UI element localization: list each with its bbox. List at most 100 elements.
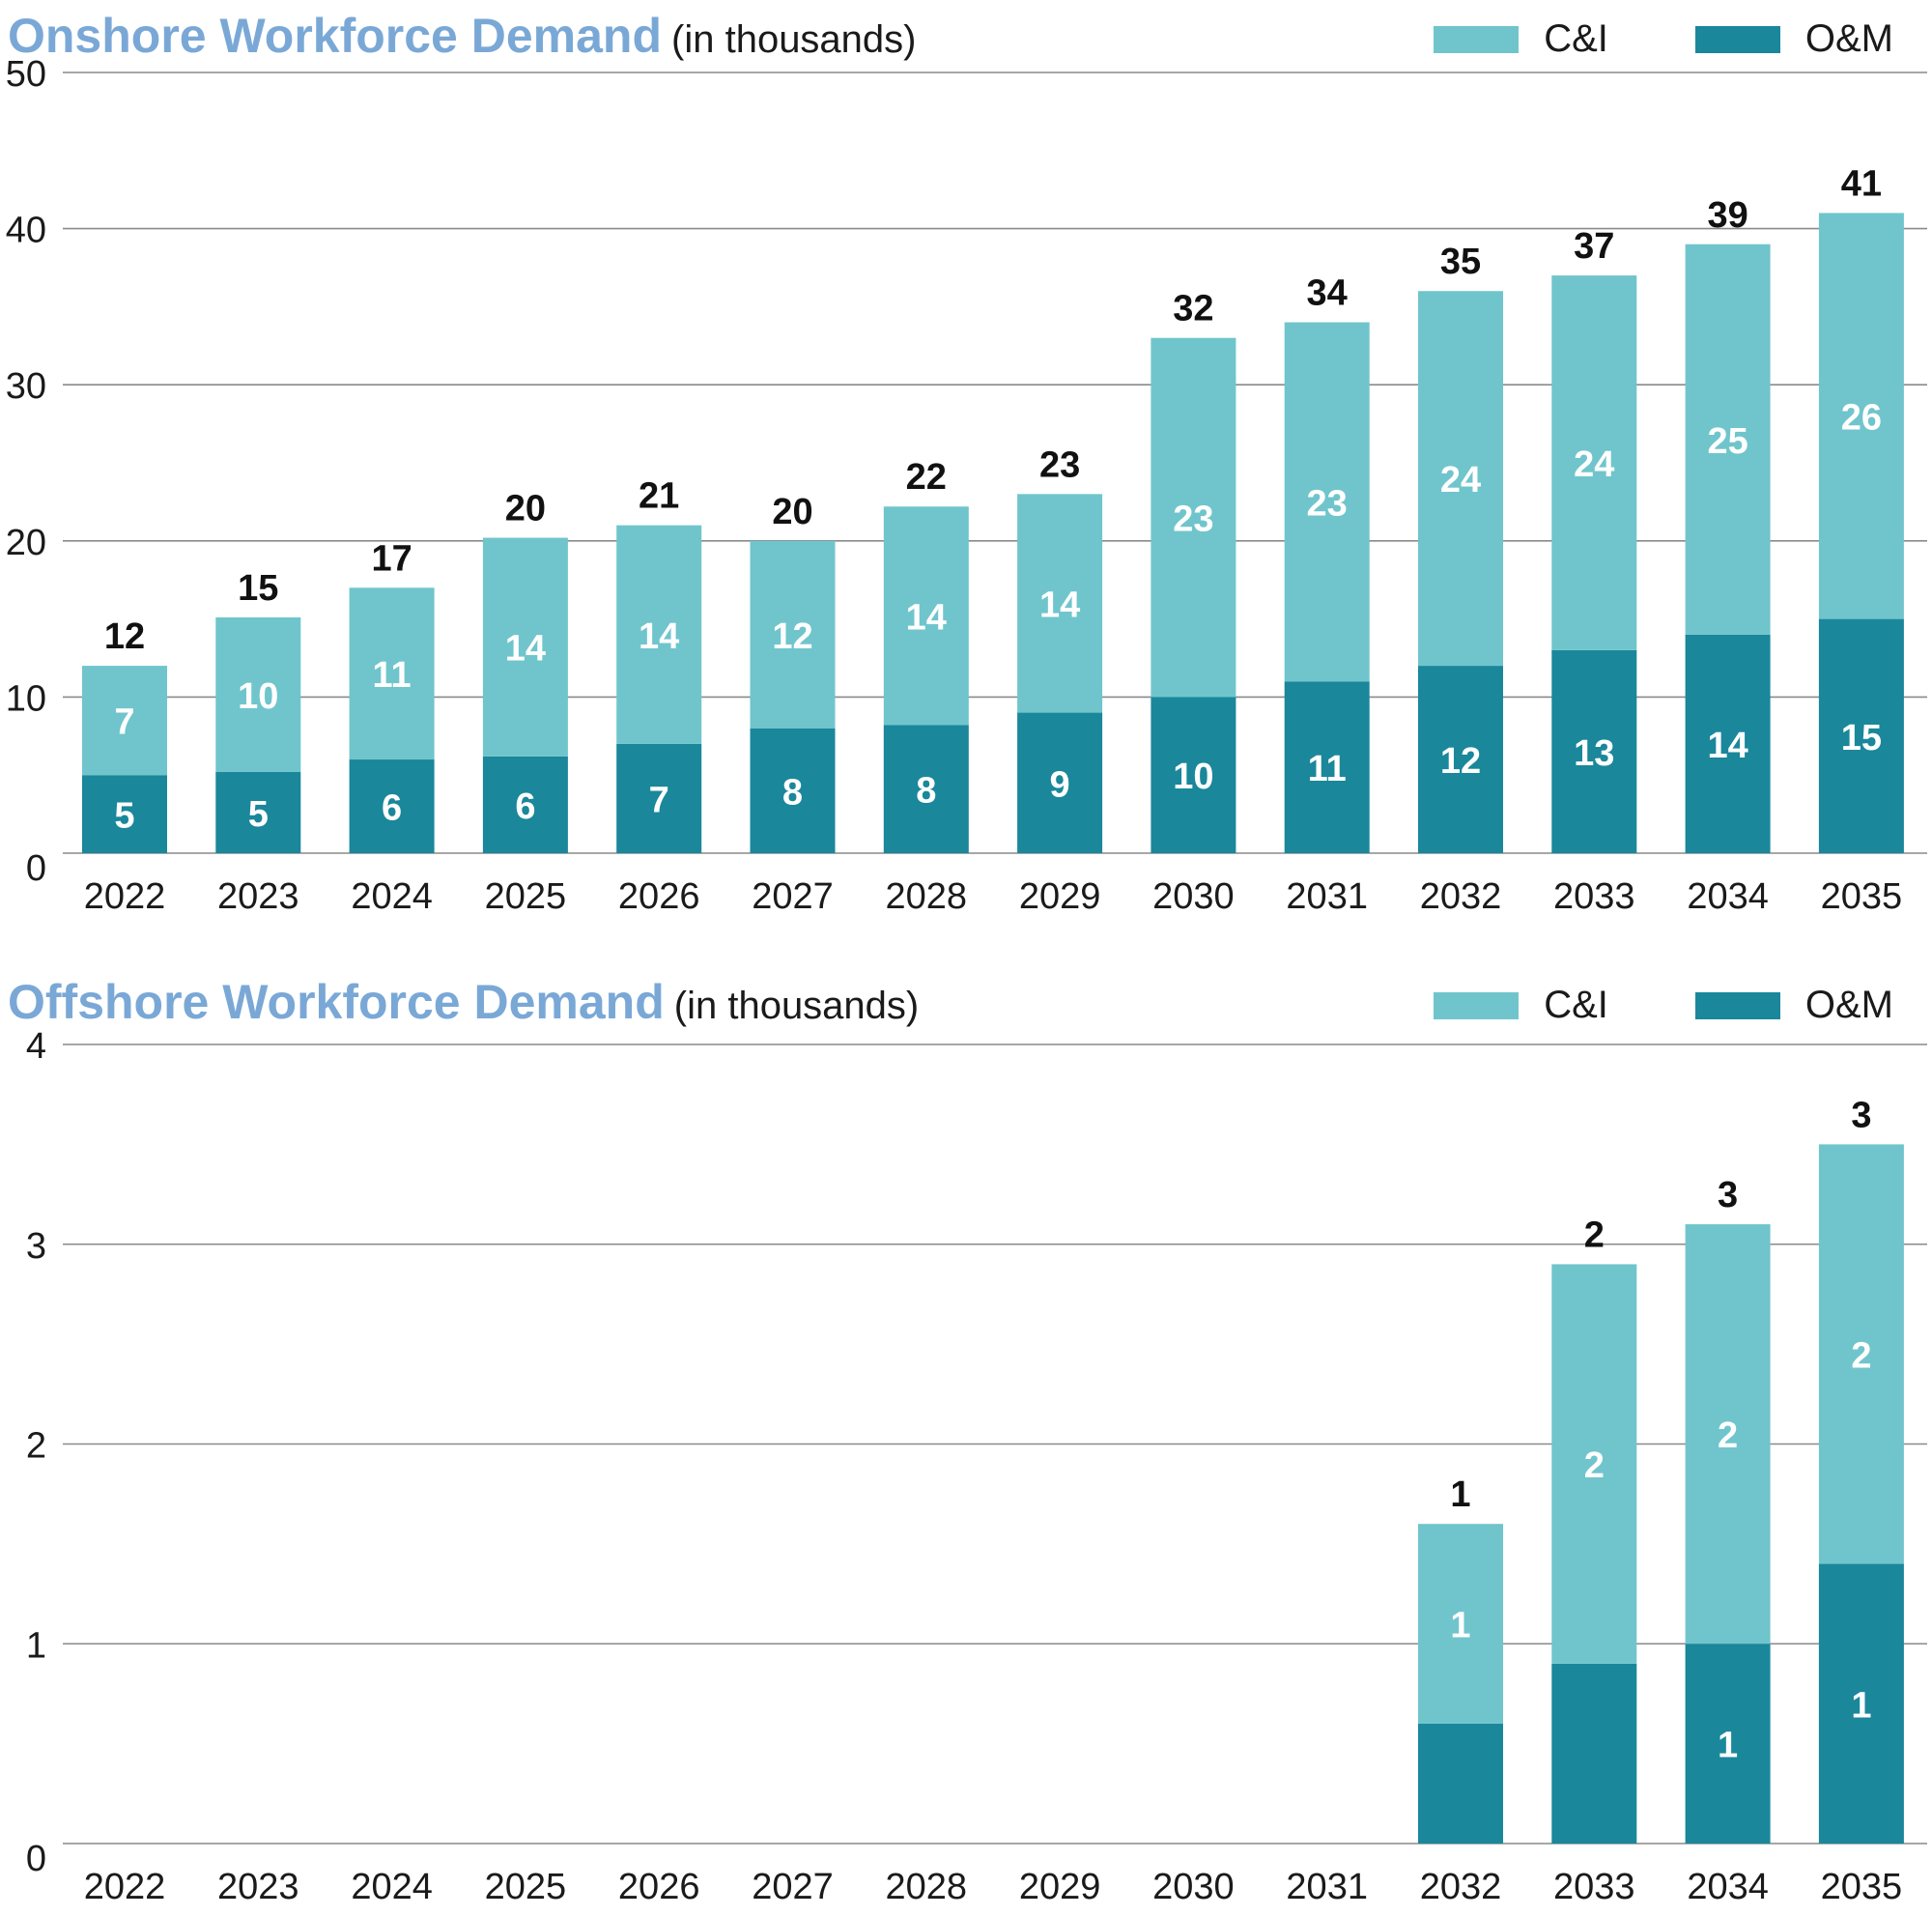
onshore-title-line: Onshore Workforce Demand (in thousands) xyxy=(8,8,917,64)
onshore-label-ci-2032: 24 xyxy=(1440,460,1481,500)
onshore-label-ci-2023: 10 xyxy=(238,676,278,717)
onshore-x-tick-label: 2025 xyxy=(485,876,567,917)
onshore-legend-item-ci: C&I xyxy=(1434,17,1608,61)
onshore-bar-ci-2030 xyxy=(1151,337,1236,698)
offshore-bar-ci-2032 xyxy=(1418,1524,1503,1724)
offshore-legend-item-ci: C&I xyxy=(1434,984,1608,1027)
onshore-total-label-2033: 37 xyxy=(1574,226,1614,267)
onshore-bar-ci-2023 xyxy=(215,616,301,772)
ci-swatch xyxy=(1434,991,1520,1019)
onshore-legend: C&I O&M xyxy=(1347,17,1893,61)
onshore-plot: 0102030405057122022510152023611172024614… xyxy=(6,54,1927,917)
onshore-x-tick-label: 2022 xyxy=(84,876,166,917)
onshore-bar-ci-2026 xyxy=(616,525,702,744)
onshore-x-tick-label: 2034 xyxy=(1687,876,1769,917)
onshore-x-tick-label: 2031 xyxy=(1286,876,1368,917)
onshore-bar-ci-2028 xyxy=(883,506,969,726)
onshore-bar-ci-2029 xyxy=(1017,494,1103,713)
onshore-y-tick-label: 0 xyxy=(26,848,46,889)
onshore-total-label-2026: 21 xyxy=(639,476,679,517)
offshore-bar-om-2034 xyxy=(1685,1644,1771,1844)
onshore-label-om-2035: 15 xyxy=(1841,718,1882,758)
onshore-y-tick-label: 40 xyxy=(6,211,46,251)
offshore-x-tick-label: 2023 xyxy=(217,1867,299,1907)
onshore-x-tick-label: 2035 xyxy=(1821,876,1903,917)
onshore-y-tick-label: 20 xyxy=(6,523,46,563)
onshore-label-om-2025: 6 xyxy=(515,786,535,827)
onshore-label-ci-2029: 14 xyxy=(1039,585,1080,625)
offshore-x-tick-label: 2022 xyxy=(84,1867,166,1907)
onshore-label-ci-2035: 26 xyxy=(1841,398,1882,439)
offshore-legend-label-ci: C&I xyxy=(1544,984,1608,1026)
onshore-total-label-2029: 23 xyxy=(1039,444,1080,485)
offshore-x-tick-label: 2035 xyxy=(1821,1867,1903,1907)
onshore-total-label-2027: 20 xyxy=(772,492,812,532)
onshore-bar-om-2027 xyxy=(750,728,836,853)
onshore-bar-om-2031 xyxy=(1284,681,1370,853)
onshore-label-om-2029: 9 xyxy=(1050,764,1070,805)
onshore-label-om-2022: 5 xyxy=(114,796,134,837)
offshore-label-om-2034: 1 xyxy=(1718,1726,1738,1766)
onshore-legend-label-ci: C&I xyxy=(1544,17,1608,60)
onshore-chart-title: Onshore Workforce Demand xyxy=(8,9,663,63)
onshore-label-ci-2030: 23 xyxy=(1173,500,1213,540)
onshore-bar-ci-2022 xyxy=(82,666,167,776)
om-swatch xyxy=(1694,991,1780,1019)
onshore-bar-ci-2033 xyxy=(1551,275,1637,650)
offshore-bar-ci-2034 xyxy=(1685,1224,1771,1644)
onshore-chart-subtitle: (in thousands) xyxy=(671,18,917,61)
offshore-x-tick-label: 2033 xyxy=(1553,1867,1635,1907)
offshore-x-tick-label: 2034 xyxy=(1687,1867,1769,1907)
onshore-label-om-2034: 14 xyxy=(1707,726,1747,766)
offshore-chart-title: Offshore Workforce Demand xyxy=(8,975,665,1029)
offshore-bar-ci-2035 xyxy=(1818,1144,1904,1564)
offshore-x-tick-label: 2030 xyxy=(1152,1867,1235,1907)
onshore-x-tick-label: 2028 xyxy=(886,876,968,917)
onshore-bar-om-2026 xyxy=(616,743,702,853)
onshore-bar-ci-2024 xyxy=(349,587,435,760)
onshore-label-ci-2024: 11 xyxy=(373,655,412,696)
onshore-bar-om-2030 xyxy=(1151,697,1236,853)
onshore-bar-ci-2027 xyxy=(750,540,836,729)
onshore-x-tick-label: 2027 xyxy=(752,876,834,917)
offshore-total-label-2033: 2 xyxy=(1584,1215,1605,1255)
offshore-label-om-2035: 1 xyxy=(1851,1685,1871,1726)
offshore-label-ci-2035: 2 xyxy=(1851,1335,1871,1376)
onshore-y-tick-label: 50 xyxy=(6,54,46,95)
offshore-x-tick-label: 2025 xyxy=(485,1867,567,1907)
offshore-chart-subtitle: (in thousands) xyxy=(673,985,920,1027)
onshore-label-om-2031: 11 xyxy=(1308,749,1347,789)
onshore-bar-om-2034 xyxy=(1685,634,1771,853)
onshore-label-om-2033: 13 xyxy=(1574,733,1614,774)
offshore-y-tick-label: 1 xyxy=(26,1625,46,1666)
onshore-label-ci-2025: 14 xyxy=(505,629,546,670)
om-swatch xyxy=(1694,25,1780,53)
onshore-x-tick-label: 2029 xyxy=(1019,876,1101,917)
onshore-label-ci-2031: 23 xyxy=(1307,483,1348,524)
offshore-chart: Offshore Workforce Demand (in thousands) … xyxy=(0,966,1932,1916)
onshore-bar-om-2029 xyxy=(1017,712,1103,853)
onshore-x-tick-label: 2032 xyxy=(1420,876,1502,917)
onshore-x-tick-label: 2033 xyxy=(1553,876,1635,917)
onshore-bar-ci-2031 xyxy=(1284,322,1370,682)
onshore-legend-item-om: O&M xyxy=(1694,17,1893,61)
onshore-bar-om-2025 xyxy=(482,756,568,853)
offshore-legend: C&I O&M xyxy=(1347,984,1893,1027)
onshore-chart: Onshore Workforce Demand (in thousands) C… xyxy=(6,8,1927,917)
onshore-bar-ci-2032 xyxy=(1418,291,1503,667)
offshore-bar-om-2035 xyxy=(1818,1563,1904,1844)
onshore-total-label-2034: 39 xyxy=(1707,195,1747,236)
offshore-total-label-2035: 3 xyxy=(1851,1095,1871,1135)
onshore-total-label-2024: 17 xyxy=(371,538,412,579)
onshore-label-ci-2022: 7 xyxy=(114,702,134,743)
onshore-x-tick-label: 2024 xyxy=(351,876,433,917)
onshore-x-tick-label: 2026 xyxy=(618,876,700,917)
onshore-bar-ci-2035 xyxy=(1818,213,1904,619)
offshore-y-tick-label: 0 xyxy=(26,1839,46,1879)
onshore-x-tick-label: 2030 xyxy=(1152,876,1235,917)
offshore-x-tick-label: 2024 xyxy=(351,1867,433,1907)
offshore-plot: 0 1 2 3 4 2022 2023 2024 2025 2026 2027 2028 2029 203… xyxy=(26,1026,1927,1907)
onshore-bar-om-2032 xyxy=(1418,666,1503,853)
offshore-x-tick-label: 2026 xyxy=(618,1867,700,1907)
onshore-label-om-2024: 6 xyxy=(382,788,402,829)
